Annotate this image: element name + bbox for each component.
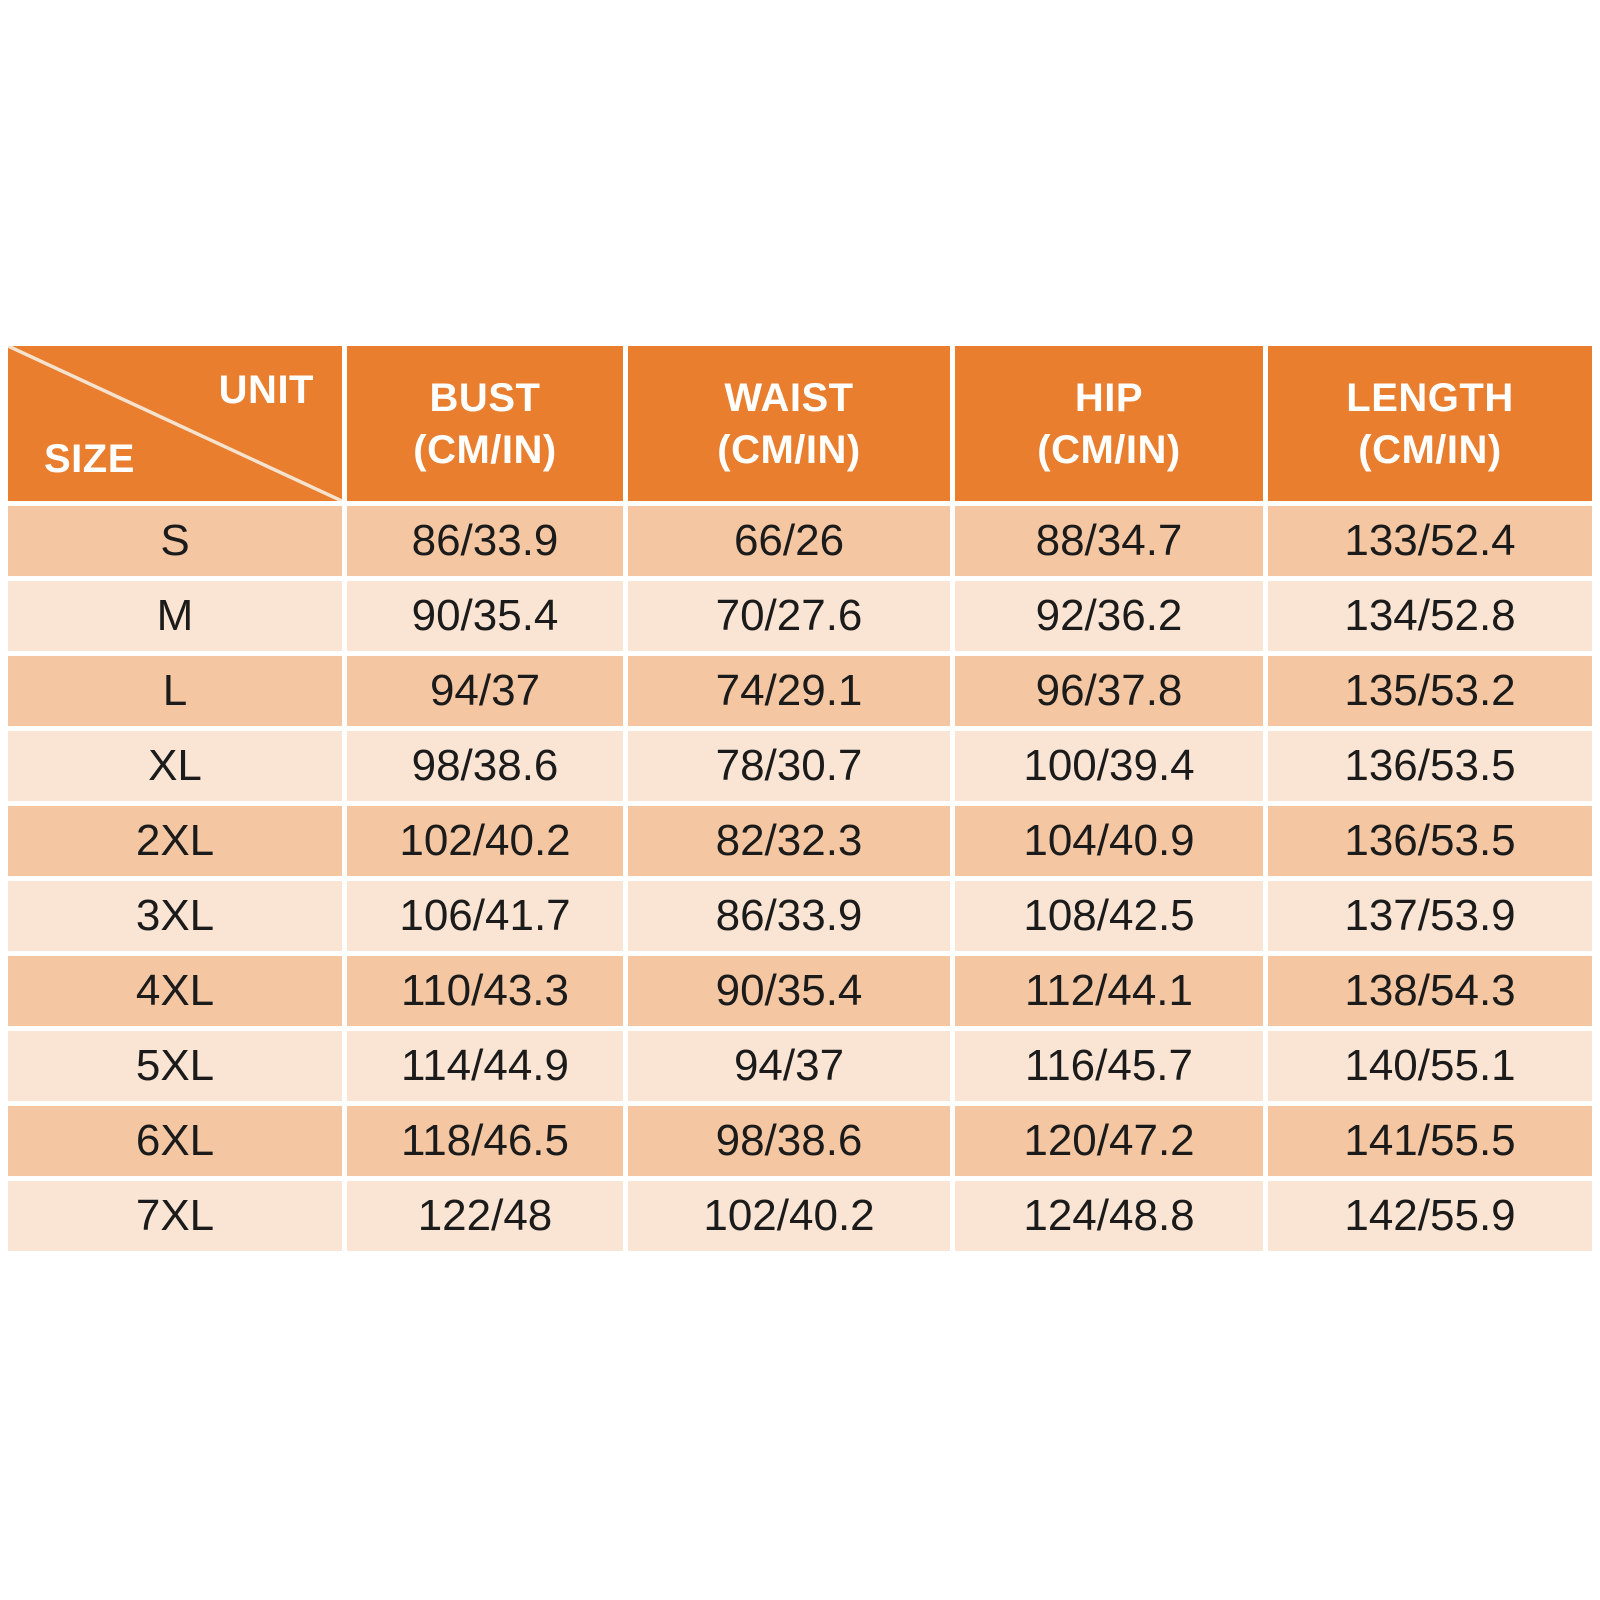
length-cell: 133/52.4 — [1268, 506, 1592, 576]
waist-cell: 66/26 — [628, 506, 950, 576]
size-cell: M — [8, 581, 342, 651]
waist-cell: 94/37 — [628, 1031, 950, 1101]
bust-cell: 86/33.9 — [347, 506, 623, 576]
waist-cell: 82/32.3 — [628, 806, 950, 876]
size-cell: 6XL — [8, 1106, 342, 1176]
waist-cell: 78/30.7 — [628, 731, 950, 801]
length-cell: 136/53.5 — [1268, 731, 1592, 801]
size-cell: 5XL — [8, 1031, 342, 1101]
header-bust-line2: (CM/IN) — [413, 427, 557, 472]
size-cell: 3XL — [8, 881, 342, 951]
size-cell: L — [8, 656, 342, 726]
column-header-waist: WAIST (CM/IN) — [628, 346, 950, 501]
size-cell: 4XL — [8, 956, 342, 1026]
header-length-line1: LENGTH — [1346, 375, 1514, 420]
waist-cell: 90/35.4 — [628, 956, 950, 1026]
waist-cell: 86/33.9 — [628, 881, 950, 951]
size-chart-table: UNIT SIZE BUST (CM/IN) WAIST (CM/IN) HIP… — [8, 346, 1592, 1251]
header-waist-line2: (CM/IN) — [717, 427, 861, 472]
column-header-hip: HIP (CM/IN) — [955, 346, 1263, 501]
bust-cell: 94/37 — [347, 656, 623, 726]
bust-cell: 90/35.4 — [347, 581, 623, 651]
diagonal-divider-line — [8, 346, 342, 501]
hip-cell: 108/42.5 — [955, 881, 1263, 951]
column-header-bust: BUST (CM/IN) — [347, 346, 623, 501]
size-chart-grid: UNIT SIZE BUST (CM/IN) WAIST (CM/IN) HIP… — [8, 346, 1592, 1251]
hip-cell: 120/47.2 — [955, 1106, 1263, 1176]
length-cell: 141/55.5 — [1268, 1106, 1592, 1176]
length-cell: 142/55.9 — [1268, 1181, 1592, 1251]
length-cell: 137/53.9 — [1268, 881, 1592, 951]
waist-cell: 102/40.2 — [628, 1181, 950, 1251]
bust-cell: 122/48 — [347, 1181, 623, 1251]
length-cell: 138/54.3 — [1268, 956, 1592, 1026]
header-bust-line1: BUST — [429, 375, 541, 420]
waist-cell: 98/38.6 — [628, 1106, 950, 1176]
bust-cell: 106/41.7 — [347, 881, 623, 951]
size-cell: 7XL — [8, 1181, 342, 1251]
size-cell: 2XL — [8, 806, 342, 876]
corner-size-label: SIZE — [44, 437, 135, 481]
hip-cell: 92/36.2 — [955, 581, 1263, 651]
hip-cell: 116/45.7 — [955, 1031, 1263, 1101]
hip-cell: 104/40.9 — [955, 806, 1263, 876]
corner-header-cell: UNIT SIZE — [8, 346, 342, 501]
hip-cell: 124/48.8 — [955, 1181, 1263, 1251]
bust-cell: 118/46.5 — [347, 1106, 623, 1176]
waist-cell: 70/27.6 — [628, 581, 950, 651]
header-hip-line2: (CM/IN) — [1037, 427, 1181, 472]
length-cell: 140/55.1 — [1268, 1031, 1592, 1101]
size-cell: XL — [8, 731, 342, 801]
waist-cell: 74/29.1 — [628, 656, 950, 726]
header-hip-line1: HIP — [1074, 375, 1144, 420]
corner-unit-label: UNIT — [218, 368, 314, 412]
hip-cell: 96/37.8 — [955, 656, 1263, 726]
bust-cell: 110/43.3 — [347, 956, 623, 1026]
length-cell: 135/53.2 — [1268, 656, 1592, 726]
hip-cell: 100/39.4 — [955, 731, 1263, 801]
length-cell: 134/52.8 — [1268, 581, 1592, 651]
bust-cell: 102/40.2 — [347, 806, 623, 876]
hip-cell: 112/44.1 — [955, 956, 1263, 1026]
hip-cell: 88/34.7 — [955, 506, 1263, 576]
column-header-length: LENGTH (CM/IN) — [1268, 346, 1592, 501]
bust-cell: 114/44.9 — [347, 1031, 623, 1101]
header-waist-line1: WAIST — [724, 375, 854, 420]
length-cell: 136/53.5 — [1268, 806, 1592, 876]
size-cell: S — [8, 506, 342, 576]
header-length-line2: (CM/IN) — [1358, 427, 1502, 472]
bust-cell: 98/38.6 — [347, 731, 623, 801]
